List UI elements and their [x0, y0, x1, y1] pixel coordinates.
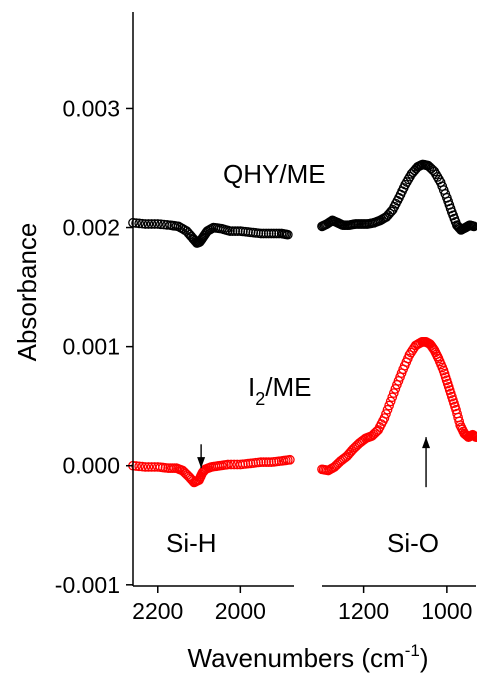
data-point-s0-g0-11: [162, 220, 172, 230]
series-label-i2-sub: 2: [255, 389, 265, 409]
data-point-s0-g1-57: [401, 177, 412, 187]
axes-layer: 2200 2000 1200 1000 -0.001 0.000 0.001 0.002 0.0…: [55, 12, 476, 624]
data-point-s1-g1-58: [407, 345, 418, 356]
data-point-s1-g1-42: [382, 404, 393, 415]
y-tick-label-4: 0.003: [62, 95, 120, 121]
data-point-s0-g0-5: [143, 219, 154, 229]
data-point-s1-g0-76: [285, 454, 295, 465]
data-point-s1-g0-66: [261, 457, 271, 467]
series-layer: [128, 159, 477, 488]
x-tick-label-right-0: 1200: [338, 598, 389, 624]
data-point-s1-g0-52: [223, 459, 233, 470]
data-point-s1-g0-4: [140, 462, 151, 472]
data-point-s0-g0-68: [266, 228, 277, 239]
data-point-s1-g1-46: [388, 388, 399, 398]
data-point-s0-g0-9: [156, 219, 166, 230]
data-point-s0-g1-77: [431, 169, 441, 180]
data-point-s0-g0-67: [263, 228, 274, 239]
data-point-s1-g1-34: [370, 428, 380, 438]
data-point-s0-g0-43: [207, 223, 217, 234]
data-point-s0-g1-108: [469, 221, 477, 232]
data-point-s0-g0-4: [140, 219, 151, 229]
annotation-si-h: Si-H: [166, 528, 217, 558]
data-point-s0-g0-52: [225, 226, 235, 236]
y-tick-label-1: 0.000: [62, 453, 120, 479]
data-point-s0-g1-58: [403, 174, 414, 185]
data-point-s0-g0-53: [227, 226, 238, 236]
data-point-s0-g1-47: [386, 206, 397, 217]
data-point-s1-g1-99: [454, 416, 464, 427]
data-point-s1-g1-116: [471, 432, 477, 442]
y-tick-label-3: 0.002: [62, 215, 120, 241]
data-point-s0-g0-54: [230, 226, 241, 236]
data-point-s0-g1-78: [432, 172, 443, 182]
x-axis-label-sup: -1: [405, 641, 420, 660]
y-tick-label-0: -0.001: [55, 572, 120, 598]
x-axis-label-main: Wavenumbers (cm: [188, 643, 405, 673]
data-point-s1-g1-45: [387, 392, 398, 403]
data-point-s0-g0-76: [282, 229, 293, 240]
data-point-s1-g1-41: [381, 409, 391, 419]
data-point-s1-g1-56: [404, 350, 415, 360]
series-label-qhy-me: QHY/ME: [223, 159, 326, 189]
series-label-i2-main: I: [248, 372, 255, 402]
data-point-s0-g0-1: [131, 218, 141, 228]
annotation-arrow-head-0: [197, 457, 206, 469]
data-point-s0-g0-7: [149, 219, 160, 229]
data-point-s1-g1-44: [385, 396, 396, 407]
data-point-s1-g1-74: [427, 342, 438, 353]
data-point-s1-g0-64: [256, 457, 266, 467]
x-tick-label-left-1: 2000: [215, 598, 266, 624]
data-point-s1-g0-2: [134, 461, 145, 472]
data-point-s0-g0-8: [152, 219, 163, 229]
data-point-s0-g0-69: [269, 228, 279, 239]
data-point-s0-g0-65: [258, 228, 269, 239]
y-axis-label: Absorbance: [12, 223, 42, 362]
data-point-s1-g0-53: [226, 459, 236, 470]
series-label-i2-rest: /ME: [265, 372, 311, 402]
data-point-s1-g1-47: [390, 384, 401, 394]
annotation-si-o: Si-O: [387, 528, 439, 558]
data-point-s0-g1-76: [429, 166, 440, 177]
data-point-s0-g1-74: [426, 163, 437, 174]
data-point-s0-g0-66: [261, 228, 271, 239]
data-point-s0-g0-2: [134, 218, 145, 229]
x-axis-label-close: ): [420, 643, 429, 673]
data-point-s1-g1-43: [384, 400, 394, 411]
annotation-arrow-head-1: [422, 437, 431, 449]
x-tick-label-right-1: 1000: [421, 598, 472, 624]
series-label-i2-me: I2/ME: [248, 372, 311, 409]
data-point-s0-g0-64: [256, 228, 266, 239]
data-point-s1-g0-65: [258, 457, 269, 467]
x-axis-label: Wavenumbers (cm-1): [188, 641, 429, 673]
data-point-s1-g0-3: [137, 461, 148, 472]
x-tick-label-left-0: 2200: [132, 598, 183, 624]
data-point-s1-g1-57: [406, 347, 416, 358]
data-point-s1-g1-40: [379, 413, 390, 423]
data-point-s1-g0-5: [143, 462, 154, 472]
data-point-s0-g0-6: [146, 219, 157, 229]
y-tick-label-2: 0.001: [62, 334, 120, 360]
data-point-s0-g1-56: [400, 179, 411, 190]
data-point-s0-g0-3: [137, 218, 148, 229]
